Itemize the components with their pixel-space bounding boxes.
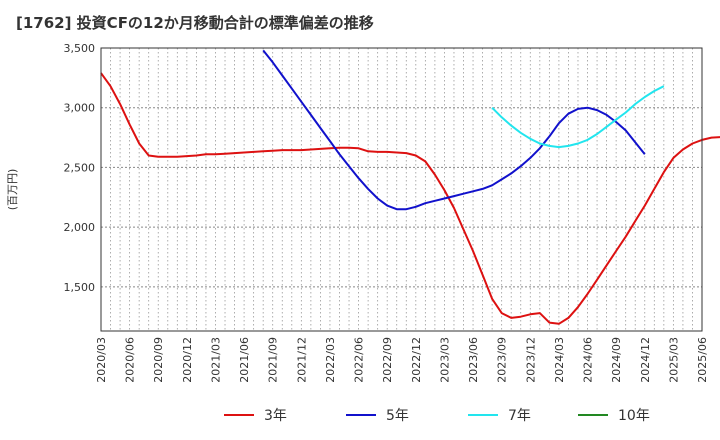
series-lines bbox=[100, 49, 720, 325]
x-tick-label: 2021/09 bbox=[267, 337, 280, 383]
y-tick-label: 2,500 bbox=[64, 161, 96, 174]
x-tick-label: 2020/06 bbox=[124, 337, 137, 383]
legend: 3年 5年 7年 10年 bbox=[224, 408, 650, 424]
y-tick-label: 1,500 bbox=[64, 281, 96, 294]
x-tick-label: 2021/03 bbox=[209, 337, 222, 383]
x-tick-label: 2021/06 bbox=[238, 337, 251, 383]
series-line bbox=[100, 72, 720, 325]
x-tick-label: 2025/03 bbox=[667, 337, 680, 383]
series-line bbox=[262, 49, 646, 211]
x-tick-label: 2022/06 bbox=[353, 337, 366, 383]
legend-label: 5年 bbox=[386, 408, 409, 424]
x-tick-label: 2024/12 bbox=[639, 337, 652, 383]
legend-label: 7年 bbox=[508, 408, 531, 424]
x-tick-label: 2020/12 bbox=[181, 337, 194, 383]
x-tick-label: 2023/12 bbox=[524, 337, 537, 383]
x-tick-label: 2023/06 bbox=[467, 337, 480, 383]
plot-area bbox=[101, 48, 702, 331]
x-tick-label: 2021/12 bbox=[295, 337, 308, 383]
legend-label: 3年 bbox=[264, 408, 287, 424]
x-tick-label: 2024/06 bbox=[582, 337, 595, 383]
y-tick-label: 2,000 bbox=[64, 221, 96, 234]
x-tick-label: 2024/03 bbox=[553, 337, 566, 383]
chart-title: [1762] 投資CFの12か月移動合計の標準偏差の推移 bbox=[16, 14, 374, 32]
x-tick-label: 2023/03 bbox=[438, 337, 451, 383]
x-tick-label: 2024/09 bbox=[610, 337, 623, 383]
plot-border bbox=[100, 47, 703, 332]
x-tick-label: 2020/09 bbox=[152, 337, 165, 383]
x-tick-label: 2022/09 bbox=[381, 337, 394, 383]
y-tick-label: 3,000 bbox=[64, 102, 96, 115]
x-tick-label: 2025/06 bbox=[696, 337, 709, 383]
x-axis: 2020/03 2020/06 2020/09 2020/12 2021/03 2021/… bbox=[95, 337, 709, 383]
x-tick-label: 2020/03 bbox=[95, 337, 108, 383]
x-tick-label: 2023/09 bbox=[496, 337, 509, 383]
series-line bbox=[491, 85, 665, 149]
x-tick-label: 2022/12 bbox=[410, 337, 423, 383]
x-tick-label: 2022/03 bbox=[324, 337, 337, 383]
y-tick-label: 3,500 bbox=[64, 42, 96, 55]
y-axis: 1,500 2,000 2,500 3,000 3,500 bbox=[64, 42, 96, 294]
y-axis-label: (百万円) bbox=[6, 169, 19, 211]
legend-label: 10年 bbox=[618, 408, 650, 424]
grid-lines bbox=[101, 47, 702, 331]
